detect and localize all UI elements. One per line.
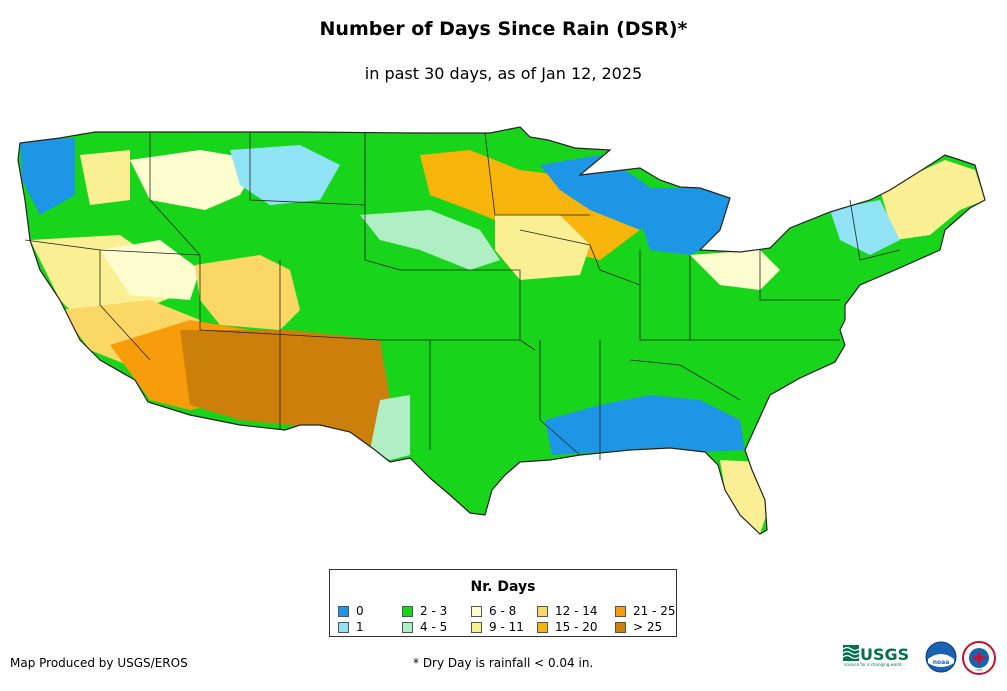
usgs-logo-text: USGS (860, 645, 909, 664)
legend-item: 2 - 3 (402, 604, 447, 618)
legend-swatch (471, 605, 482, 617)
legend-label: 0 (356, 604, 364, 618)
legend-item: 0 (338, 604, 364, 618)
legend-swatch (402, 605, 413, 617)
map-subtitle: in past 30 days, as of Jan 12, 2025 (364, 64, 643, 83)
legend: Nr. Days 0 1 2 - 3 4 - 5 6 - 8 9 - 11 12 - 14 1… (329, 569, 677, 637)
legend-item: 1 (338, 620, 364, 634)
legend-swatch (615, 621, 626, 633)
legend-label: > 25 (633, 620, 663, 634)
legend-swatch (615, 605, 626, 617)
legend-swatch (471, 621, 482, 633)
legend-item: > 25 (615, 620, 662, 634)
legend-item: 4 - 5 (402, 620, 447, 634)
noaa-logo-text: noaa (933, 659, 950, 666)
legend-label: 1 (356, 620, 364, 634)
legend-swatch (537, 621, 548, 633)
legend-item: 6 - 8 (471, 604, 516, 618)
usgs-tagline: science for a changing world (844, 662, 902, 667)
usgs-logo: USGS science for a changing world (843, 645, 909, 667)
legend-swatch (402, 621, 413, 633)
legend-title: Nr. Days (470, 579, 536, 595)
legend-label: 9 - 11 (489, 620, 524, 634)
legend-label: 21 - 25 (633, 604, 676, 618)
nws-logo: nws (962, 641, 996, 675)
legend-item: 21 - 25 (615, 604, 676, 618)
legend-item: 12 - 14 (537, 604, 598, 618)
legend-label: 2 - 3 (420, 604, 448, 618)
nws-logo-text: nws (976, 668, 983, 672)
legend-label: 6 - 8 (489, 604, 517, 618)
noaa-logo: noaa (925, 641, 957, 673)
footnote-text: * Dry Day is rainfall < 0.04 in. (413, 656, 594, 670)
legend-swatch (537, 605, 548, 617)
legend-swatch (338, 621, 349, 633)
map-title: Number of Days Since Rain (DSR)* (319, 18, 688, 40)
legend-swatch (338, 605, 349, 617)
legend-item: 15 - 20 (537, 620, 598, 634)
legend-item: 9 - 11 (471, 620, 524, 634)
credit-text: Map Produced by USGS/EROS (10, 656, 188, 670)
legend-label: 4 - 5 (420, 620, 448, 634)
legend-label: 12 - 14 (555, 604, 598, 618)
legend-label: 15 - 20 (555, 620, 598, 634)
